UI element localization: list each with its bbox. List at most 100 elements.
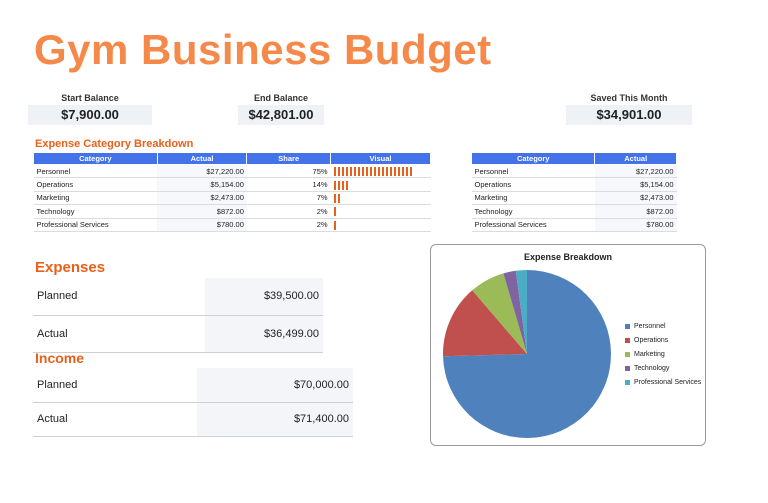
summary-header-category[interactable]: Category (470, 152, 596, 165)
visual-bar-tick (333, 194, 336, 204)
pie-slice-marketing[interactable] (472, 273, 527, 354)
kpi-saved-label: Saved This Month (590, 93, 668, 103)
breakdown-share[interactable]: 2% (246, 218, 331, 232)
chart-title: Expense Breakdown (523, 252, 613, 262)
visual-bar-tick (393, 167, 396, 177)
visual-bar-tick (381, 167, 384, 177)
visual-bar-tick (357, 167, 360, 177)
visual-bar-tick (337, 180, 340, 190)
visual-bar-tick (333, 207, 336, 217)
summary-actual[interactable]: $872.00 (594, 204, 677, 219)
pie-slice-professional-services[interactable] (515, 270, 527, 354)
breakdown-row: Technology $872.00 2% (33, 204, 431, 219)
visual-bar-tick (377, 167, 380, 177)
expenses-title: Expenses (35, 259, 106, 276)
breakdown-actual[interactable]: $2,473.00 (157, 191, 247, 206)
breakdown-category[interactable]: Professional Services (33, 218, 158, 232)
income-planned-value[interactable]: $70,000.00 (197, 368, 353, 403)
summary-header-actual[interactable]: Actual (594, 152, 677, 165)
summary-category[interactable]: Marketing (471, 191, 595, 206)
visual-bar-tick (333, 220, 336, 230)
summary-actual[interactable]: $5,154.00 (594, 177, 677, 192)
breakdown-category[interactable]: Operations (33, 177, 158, 192)
breakdown-table: Category Actual Share Visual Personnel $2… (33, 152, 431, 232)
visual-bar-tick (373, 167, 376, 177)
breakdown-title: Expense Category Breakdown (35, 138, 194, 150)
expenses-planned-row: Planned $39,500.00 (33, 278, 323, 316)
expenses-actual-row: Actual $36,499.00 (33, 315, 323, 353)
pie-slice-personnel[interactable] (443, 270, 611, 438)
breakdown-visual (330, 204, 431, 219)
expenses-planned-label: Planned (33, 278, 205, 316)
visual-bar-tick (333, 167, 336, 177)
legend-item: Personnel (625, 319, 701, 333)
visual-bar-tick (397, 167, 400, 177)
income-actual-value[interactable]: $71,400.00 (197, 402, 353, 437)
legend-swatch (625, 379, 630, 385)
visual-bar-tick (405, 167, 408, 177)
legend-item: Technology (625, 361, 701, 375)
legend-swatch (625, 351, 630, 357)
visual-bar-tick (385, 167, 388, 177)
legend-label: Marketing (634, 350, 665, 358)
income-actual-row: Actual $71,400.00 (33, 402, 353, 437)
visual-bar-tick (349, 167, 352, 177)
summary-table: Category Actual Personnel $27,220.00 Opera… (470, 152, 677, 232)
legend-swatch (625, 337, 630, 343)
kpi-saved-value: $34,901.00 (566, 105, 692, 125)
summary-category[interactable]: Professional Services (471, 218, 595, 232)
legend-swatch (625, 323, 630, 329)
breakdown-share[interactable]: 75% (246, 164, 331, 179)
income-title: Income (35, 350, 85, 366)
summary-category[interactable]: Technology (471, 204, 595, 219)
kpi-start-balance: Start Balance $7,900.00 (28, 93, 152, 125)
breakdown-visual (330, 164, 431, 179)
breakdown-header-visual[interactable]: Visual (330, 152, 431, 165)
pie-slice-operations[interactable] (443, 290, 527, 357)
visual-bar-tick (389, 167, 392, 177)
legend-item: Operations (625, 333, 701, 347)
breakdown-visual (330, 218, 431, 232)
visual-bar-tick (341, 180, 344, 190)
breakdown-header-actual[interactable]: Actual (156, 152, 248, 165)
breakdown-visual (330, 177, 431, 192)
expenses-table: Planned $39,500.00 Actual $36,499.00 (33, 278, 323, 353)
pie-slice-technology[interactable] (503, 270, 527, 354)
breakdown-actual[interactable]: $5,154.00 (157, 177, 247, 192)
visual-bar-tick (341, 167, 344, 177)
summary-row: Professional Services $780.00 (471, 218, 677, 232)
summary-actual[interactable]: $27,220.00 (594, 164, 677, 179)
income-actual-label: Actual (33, 402, 197, 437)
legend-item: Marketing (625, 347, 701, 361)
breakdown-share[interactable]: 14% (246, 177, 331, 192)
breakdown-category[interactable]: Technology (33, 204, 158, 219)
summary-actual[interactable]: $2,473.00 (594, 191, 677, 206)
expense-breakdown-chart[interactable]: Expense Breakdown Personnel Operations Mar… (430, 244, 706, 446)
breakdown-share[interactable]: 2% (246, 204, 331, 219)
summary-actual[interactable]: $780.00 (594, 218, 677, 232)
breakdown-actual[interactable]: $780.00 (157, 218, 247, 232)
expenses-planned-value[interactable]: $39,500.00 (205, 278, 323, 316)
visual-bar-tick (369, 167, 372, 177)
breakdown-actual[interactable]: $27,220.00 (157, 164, 247, 179)
expenses-actual-value[interactable]: $36,499.00 (205, 315, 323, 353)
summary-category[interactable]: Operations (471, 177, 595, 192)
breakdown-row: Marketing $2,473.00 7% (33, 191, 431, 206)
pie-chart-svg (443, 270, 611, 438)
breakdown-share[interactable]: 7% (246, 191, 331, 206)
legend-item: Professional Services (625, 375, 701, 389)
breakdown-category[interactable]: Marketing (33, 191, 158, 206)
breakdown-header-category[interactable]: Category (33, 152, 158, 165)
breakdown-actual[interactable]: $872.00 (157, 204, 247, 219)
kpi-start-value: $7,900.00 (28, 105, 152, 125)
visual-bar-tick (361, 167, 364, 177)
summary-category[interactable]: Personnel (471, 164, 595, 179)
visual-bar-tick (409, 167, 412, 177)
summary-row: Personnel $27,220.00 (471, 164, 677, 179)
breakdown-category[interactable]: Personnel (33, 164, 158, 179)
legend-label: Professional Services (634, 378, 702, 386)
expenses-actual-label: Actual (33, 315, 205, 353)
breakdown-header-share[interactable]: Share (246, 152, 332, 165)
visual-bar-tick (345, 180, 348, 190)
kpi-end-value: $42,801.00 (238, 105, 324, 125)
